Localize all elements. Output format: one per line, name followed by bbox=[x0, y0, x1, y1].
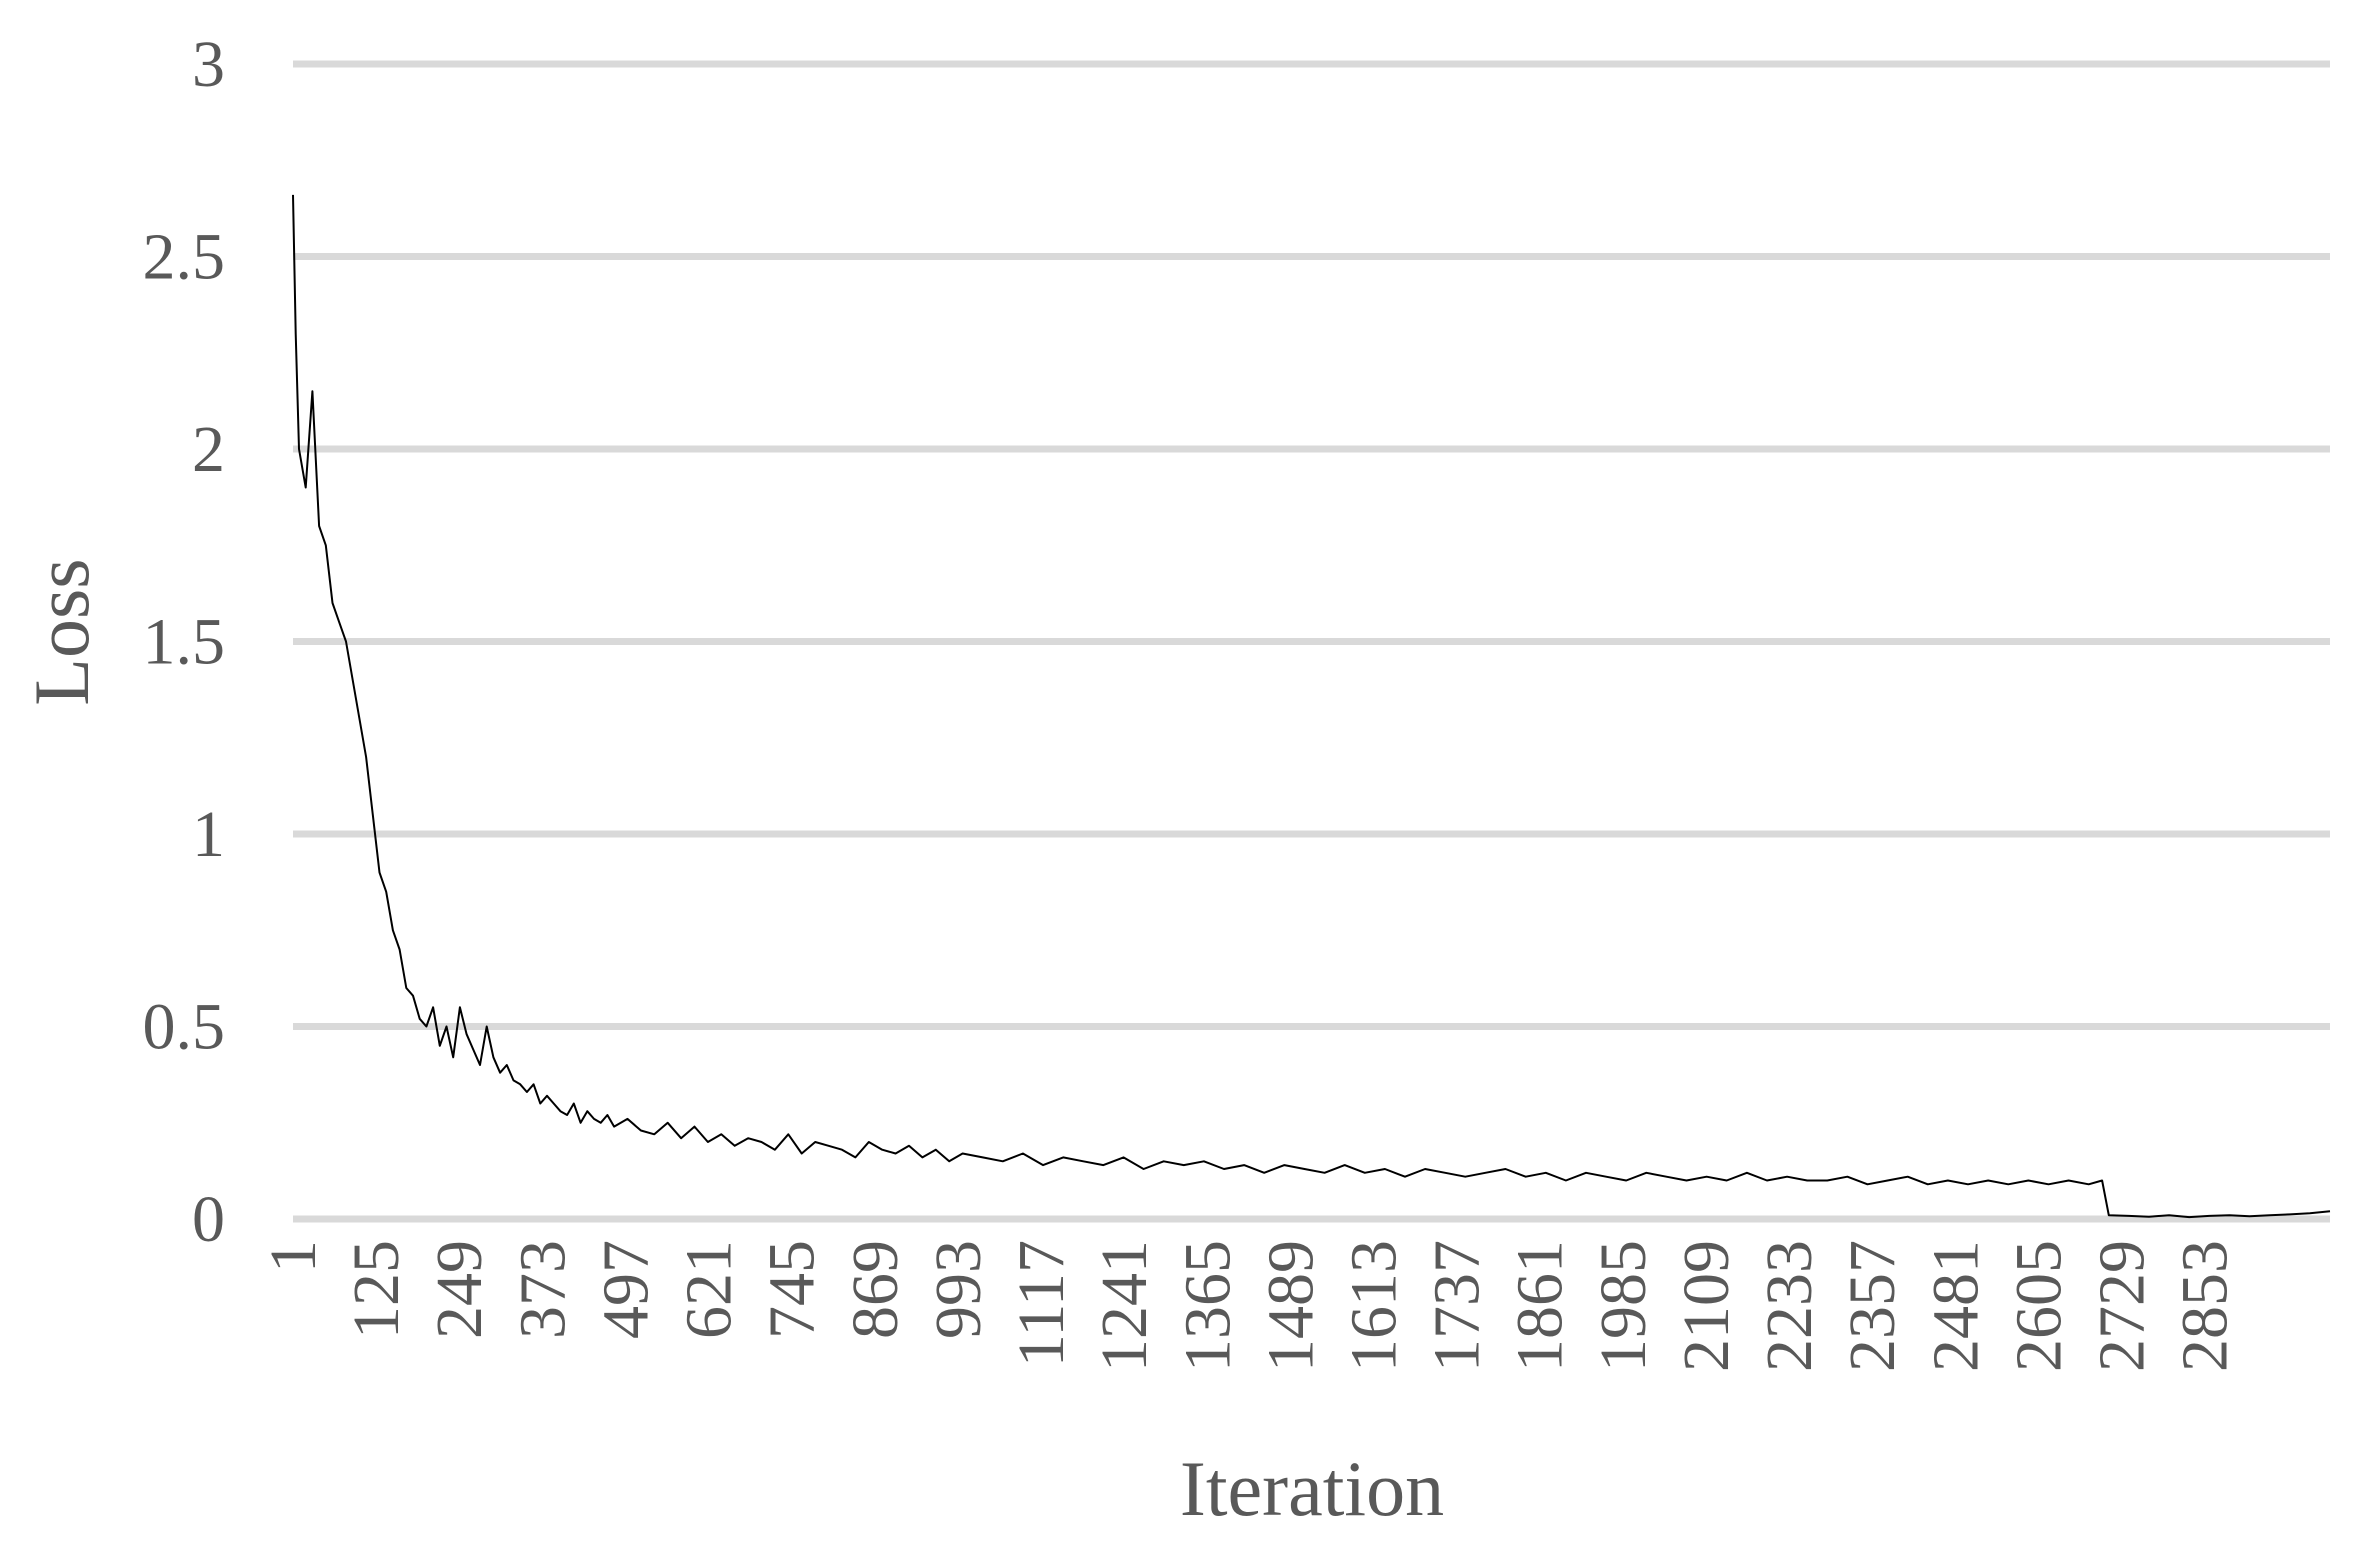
x-tick-label: 2481 bbox=[1919, 1240, 1992, 1372]
x-tick-label: 1613 bbox=[1338, 1240, 1411, 1372]
x-tick-label: 2729 bbox=[2086, 1240, 2159, 1372]
y-tick-label: 0.5 bbox=[143, 991, 226, 1064]
x-tick-label: 869 bbox=[839, 1240, 912, 1339]
x-tick-label: 745 bbox=[756, 1240, 829, 1339]
x-axis-label: Iteration bbox=[1180, 1445, 1444, 1532]
x-tick-label: 1737 bbox=[1421, 1240, 1494, 1372]
x-tick-label: 497 bbox=[589, 1240, 662, 1339]
x-tick-label: 1861 bbox=[1504, 1240, 1577, 1372]
y-axis-label: Loss bbox=[18, 558, 105, 705]
y-tick-label: 2 bbox=[192, 413, 225, 486]
x-tick-label: 1 bbox=[257, 1240, 330, 1273]
x-tick-label: 621 bbox=[673, 1240, 746, 1339]
x-tick-label: 249 bbox=[423, 1240, 496, 1339]
y-tick-label: 0 bbox=[192, 1183, 225, 1256]
x-tick-label: 2357 bbox=[1836, 1240, 1909, 1372]
x-tick-label: 373 bbox=[506, 1240, 579, 1339]
y-tick-label: 3 bbox=[192, 28, 225, 101]
x-tick-label: 1365 bbox=[1171, 1240, 1244, 1372]
series-layer bbox=[292, 194, 2331, 1219]
y-tick-label: 1.5 bbox=[143, 606, 226, 679]
y-tick-label: 1 bbox=[192, 798, 225, 871]
x-tick-label: 2853 bbox=[2169, 1240, 2242, 1372]
x-tick-label: 1985 bbox=[1587, 1240, 1660, 1372]
x-tick-label: 125 bbox=[340, 1240, 413, 1339]
gridlines bbox=[293, 60, 2330, 1223]
x-tick-labels: 1 125 249 373 497 621 745 869 993 1117 1241 1365 148… bbox=[257, 1240, 2242, 1372]
loss-series-line bbox=[292, 194, 2331, 1219]
x-tick-label: 1489 bbox=[1254, 1240, 1327, 1372]
y-tick-label: 2.5 bbox=[143, 221, 226, 294]
x-tick-label: 993 bbox=[922, 1240, 995, 1339]
x-tick-label: 1241 bbox=[1088, 1240, 1161, 1372]
x-tick-label: 2233 bbox=[1753, 1240, 1826, 1372]
x-tick-label: 2605 bbox=[2002, 1240, 2075, 1372]
y-tick-labels: 0 0.5 1 1.5 2 2.5 3 bbox=[143, 28, 226, 1256]
x-tick-label: 2109 bbox=[1670, 1240, 1743, 1372]
x-tick-label: 1117 bbox=[1005, 1240, 1078, 1367]
